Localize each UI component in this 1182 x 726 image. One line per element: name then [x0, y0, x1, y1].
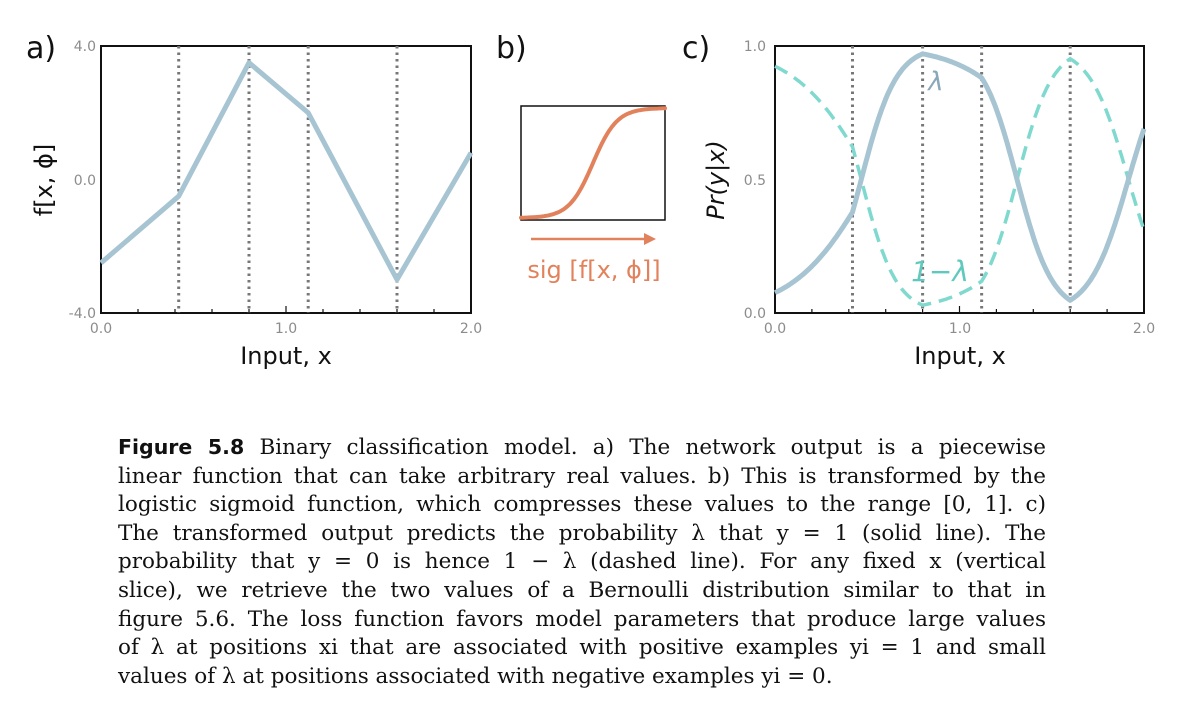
panel-a-ticks	[100, 306, 472, 313]
caption-line-1-text: Binary classification model. a) The netw…	[244, 435, 1047, 460]
sigmoid-label: sig [f[x, ϕ]]	[527, 256, 660, 284]
panel-c-ytick-mid: 0.5	[744, 173, 766, 189]
panel-b-sigmoid: sig [f[x, ϕ]]	[519, 105, 667, 284]
panel-c-ytick-top: 1.0	[744, 39, 766, 55]
caption-line-4: The transformed output predicts the prob…	[118, 520, 1046, 546]
panel-a-lines	[99, 60, 474, 283]
panel-a-ytick-bottom: -4.0	[69, 306, 96, 322]
panel-a-frame	[100, 45, 472, 314]
panel-a-xlabel: Input, x	[240, 342, 332, 370]
panel-a-xtick-0: 0.0	[90, 321, 112, 337]
panel-c-ytick-bottom: 0.0	[744, 306, 766, 322]
panel-c-xtick-0: 0.0	[764, 321, 786, 337]
caption-figure-label: Figure 5.8	[118, 435, 245, 459]
panel-c-xlabel: Input, x	[914, 342, 1006, 370]
panel-a-plot: 4.0 0.0 -4.0 0.0 1.0 2.0 Input, x f[x, ϕ…	[30, 39, 482, 370]
network-output-line	[99, 60, 474, 283]
panel-c-ylabel: Pr(y|x)	[702, 140, 730, 220]
figure-graphic: a) 4.0 0.0 -4.0 0.0 1.0 2.0 Input, x f[x…	[26, 31, 1155, 370]
caption-line-5: probability that y = 0 is hence 1 − λ (d…	[118, 549, 1046, 575]
panel-c-vertical-lines	[850, 46, 1072, 313]
panel-a-ytick-mid: 0.0	[74, 173, 96, 189]
caption-line-6: slice), we retrieve the two values of a …	[118, 577, 1046, 603]
panel-a-xtick-2: 2.0	[460, 321, 482, 337]
panel-a-vertical-lines	[177, 46, 399, 313]
lambda-label: λ	[926, 67, 943, 97]
panel-c-xtick-2: 2.0	[1133, 321, 1155, 337]
sigmoid-curve	[519, 106, 667, 220]
caption-line-2: linear function that can take arbitrary …	[118, 463, 1046, 489]
panel-a-ylabel: f[x, ϕ]	[30, 144, 58, 216]
panel-c-plot: 1.0 0.5 0.0 0.0 1.0 2.0 Input, x Pr(y|x)…	[702, 39, 1155, 370]
transform-arrow-head	[644, 233, 656, 245]
panel-c-letter: c)	[682, 31, 710, 66]
panel-a-letter: a)	[26, 31, 56, 66]
panel-a-ytick-top: 4.0	[74, 39, 96, 55]
caption-line-1: Figure 5.8 Binary classification model. …	[118, 433, 1046, 463]
panel-a-xtick-1: 1.0	[275, 321, 297, 337]
panel-b-letter: b)	[496, 31, 527, 66]
caption-line-8: of λ at positions xi that are associated…	[118, 635, 1046, 661]
one-minus-lambda-label: 1−λ	[911, 255, 969, 288]
panel-c-lines	[773, 51, 1147, 308]
one-minus-lambda-dashed-line	[774, 56, 1146, 308]
lambda-solid-line	[773, 51, 1147, 303]
caption-line-9: values of λ at positions associated with…	[118, 663, 833, 689]
panel-c-xtick-1: 1.0	[949, 321, 971, 337]
figure-caption: Figure 5.8 Binary classification model. …	[118, 433, 1046, 691]
caption-line-7: figure 5.6. The loss function favors mod…	[118, 606, 1046, 632]
caption-line-3: logistic sigmoid function, which compres…	[118, 492, 1046, 518]
panel-c-ticks	[774, 306, 1145, 313]
